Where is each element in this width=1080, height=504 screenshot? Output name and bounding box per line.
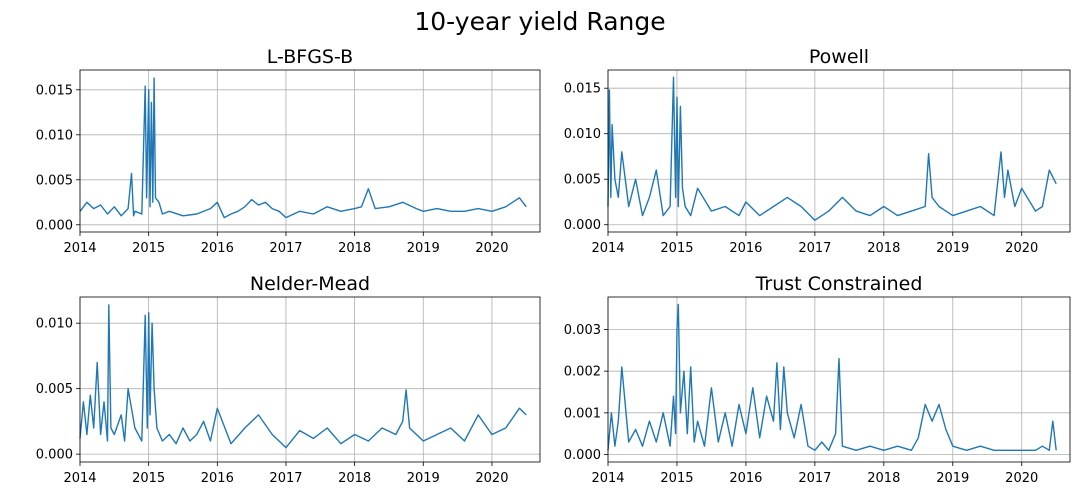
- trust-constrained-xtick-label: 2017: [798, 471, 831, 486]
- l-bfgs-b-xtick-label: 2014: [63, 241, 96, 256]
- powell-ytick-label: 0.010: [564, 127, 601, 142]
- nelder-mead-xtick-label: 2017: [269, 471, 302, 486]
- powell-axes-frame: [607, 69, 1071, 233]
- l-bfgs-b-ytick-label: 0.000: [36, 218, 73, 233]
- l-bfgs-b-series-line: [79, 77, 527, 219]
- powell-xtick-label: 2017: [798, 241, 831, 256]
- nelder-mead-xtick-label: 2014: [63, 471, 96, 486]
- powell-series-line: [607, 76, 1057, 221]
- l-bfgs-b-xtick-label: 2018: [338, 241, 371, 256]
- trust-constrained-xtick-label: 2020: [1005, 471, 1038, 486]
- nelder-mead-xtick-label: 2016: [201, 471, 234, 486]
- figure-title: 10-year yield Range: [414, 7, 665, 36]
- panel-trust-constrained: 2014 2015 2016 2017 2018 2019 2020 0.000 0.001 0.…: [564, 273, 1071, 486]
- l-bfgs-b-xtick-label: 2020: [475, 241, 508, 256]
- l-bfgs-b-ytick-label: 0.010: [36, 128, 73, 143]
- trust-constrained-xtick-label: 2018: [867, 471, 900, 486]
- nelder-mead-ytick-label: 0.005: [36, 382, 73, 397]
- nelder-mead-xtick-label: 2018: [338, 471, 371, 486]
- powell-xtick-label: 2019: [936, 241, 969, 256]
- l-bfgs-b-axes-frame: [79, 69, 541, 233]
- trust-constrained-xtick-label: 2016: [729, 471, 762, 486]
- nelder-mead-xtick-label: 2020: [475, 471, 508, 486]
- trust-constrained-xtick-label: 2019: [936, 471, 969, 486]
- l-bfgs-b-xtick-label: 2019: [407, 241, 440, 256]
- powell-ytick-label: 0.005: [564, 173, 601, 188]
- trust-constrained-ytick-label: 0.003: [564, 323, 601, 338]
- nelder-mead-xtick-label: 2015: [132, 471, 165, 486]
- trust-constrained-ytick-label: 0.001: [564, 406, 601, 421]
- powell-xtick-label: 2015: [660, 241, 693, 256]
- trust-constrained-series-line: [607, 303, 1057, 451]
- trust-constrained-title: Trust Constrained: [755, 273, 923, 295]
- l-bfgs-b-ytick-label: 0.015: [36, 83, 73, 98]
- powell-ytick-label: 0.000: [564, 218, 601, 233]
- powell-xtick-label: 2020: [1005, 241, 1038, 256]
- l-bfgs-b-xtick-label: 2016: [201, 241, 234, 256]
- trust-constrained-xtick-label: 2015: [660, 471, 693, 486]
- nelder-mead-series-line: [79, 304, 527, 449]
- trust-constrained-ytick-label: 0.002: [564, 365, 601, 380]
- powell-ytick-label: 0.015: [564, 82, 601, 97]
- l-bfgs-b-xtick-label: 2017: [269, 241, 302, 256]
- nelder-mead-ytick-label: 0.010: [36, 317, 73, 332]
- nelder-mead-ytick-label: 0.000: [36, 448, 73, 463]
- trust-constrained-ytick-label: 0.000: [564, 448, 601, 463]
- powell-xtick-label: 2016: [729, 241, 762, 256]
- powell-title: Powell: [809, 46, 869, 68]
- l-bfgs-b-ytick-label: 0.005: [36, 173, 73, 188]
- nelder-mead-title: Nelder-Mead: [250, 273, 370, 295]
- panel-nelder-mead: 2014 2015 2016 2017 2018 2019 2020 0.000 0.005 0.…: [36, 273, 541, 486]
- trust-constrained-axes-frame: [607, 296, 1071, 463]
- panel-powell: 2014 2015 2016 2017 2018 2019 2020 0.000 0.005 0.…: [564, 46, 1071, 256]
- nelder-mead-xtick-label: 2019: [407, 471, 440, 486]
- powell-xtick-label: 2018: [867, 241, 900, 256]
- panel-l-bfgs-b: 2014 2015 2016 2017 2018 2019 2020 0.000 0.005 0.…: [36, 46, 541, 256]
- l-bfgs-b-title: L-BFGS-B: [267, 46, 353, 68]
- trust-constrained-xtick-label: 2014: [591, 471, 624, 486]
- nelder-mead-axes-frame: [79, 296, 541, 463]
- powell-xtick-label: 2014: [591, 241, 624, 256]
- l-bfgs-b-xtick-label: 2015: [132, 241, 165, 256]
